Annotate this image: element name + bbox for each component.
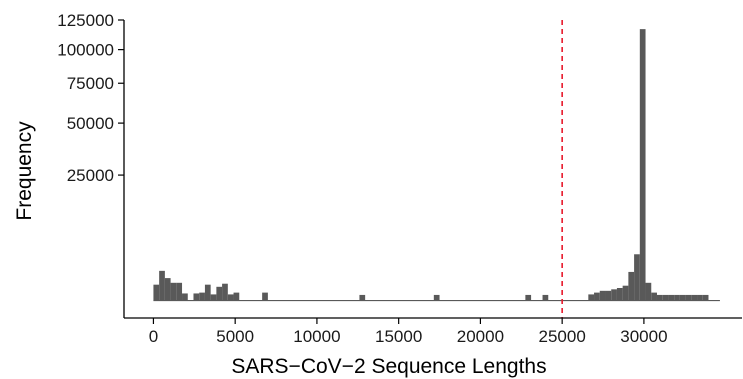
histogram-bar: [594, 292, 600, 301]
y-tick-label: 50000: [67, 114, 114, 133]
histogram-bar: [159, 270, 165, 301]
histogram-bar: [639, 29, 646, 301]
histogram-bar: [656, 294, 663, 301]
histogram-bar: [611, 289, 617, 301]
histogram-bar: [210, 294, 217, 301]
histogram-bar: [651, 292, 657, 301]
x-tick-label: 30000: [620, 327, 667, 346]
histogram-bar: [628, 271, 635, 301]
histogram-bar: [227, 294, 234, 301]
x-tick-label: 20000: [457, 327, 504, 346]
histogram-bar: [588, 294, 595, 301]
histogram-bar: [702, 294, 709, 301]
histogram-bar: [164, 278, 171, 301]
histogram-bar: [182, 293, 188, 301]
histogram-bar: [170, 282, 177, 301]
histogram-bar: [668, 294, 675, 301]
histogram-bar: [616, 288, 623, 301]
y-tick-label: 125000: [57, 11, 114, 30]
histogram-bar: [622, 285, 629, 301]
histogram-bar: [525, 294, 532, 301]
histogram-bar: [176, 282, 183, 301]
histogram-bar: [193, 293, 200, 301]
histogram-bar: [645, 282, 652, 301]
x-tick-label: 15000: [375, 327, 422, 346]
histogram-bar: [634, 254, 640, 301]
histogram-bar: [204, 284, 211, 301]
histogram-bar: [433, 294, 440, 301]
histogram-bar: [199, 292, 205, 301]
x-tick-label: 5000: [216, 327, 254, 346]
histogram-bar: [153, 284, 160, 301]
histogram-bar: [691, 294, 698, 301]
histogram-bar: [605, 290, 612, 301]
histogram-bar: [679, 294, 686, 301]
x-tick-label: 10000: [293, 327, 340, 346]
histogram-bar: [599, 290, 606, 301]
histogram-bar: [262, 292, 268, 301]
x-tick-label: 25000: [539, 327, 586, 346]
histogram-bar: [222, 283, 228, 301]
x-axis: 0 5000 10000 15000 20000 25000 30000: [124, 317, 742, 346]
y-tick-label: 75000: [67, 74, 114, 93]
y-axis: 25000 50000 75000 100000 125000: [57, 11, 125, 318]
histogram-bar: [674, 294, 680, 301]
histogram-bar: [697, 294, 703, 301]
y-axis-label: Frequency: [13, 121, 36, 221]
y-tick-label: 25000: [67, 166, 114, 185]
histogram-bar: [216, 286, 223, 301]
y-tick-label: 100000: [57, 41, 114, 60]
histogram-bar: [359, 294, 366, 301]
x-axis-label: SARS−CoV−2 Sequence Lengths: [231, 355, 546, 378]
histogram-bar: [685, 294, 692, 301]
histogram-bar: [662, 294, 669, 301]
x-tick-label: 0: [149, 327, 158, 346]
histogram-bar: [233, 292, 240, 301]
histogram-bar: [542, 294, 549, 301]
histogram-bars: [153, 29, 709, 301]
